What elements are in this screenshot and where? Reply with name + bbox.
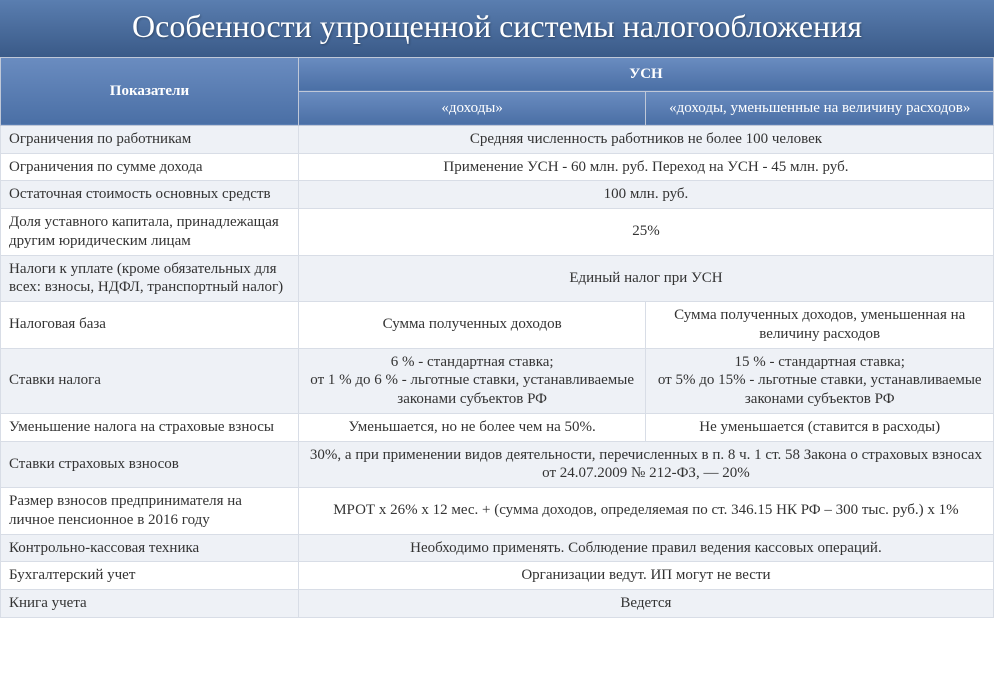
row-label: Размер взносов предпринимателя на личное… [1, 488, 299, 535]
row-value-income-minus: Не уменьшается (ставится в расходы) [646, 413, 994, 441]
row-label: Налоговая база [1, 302, 299, 349]
row-label: Бухгалтерский учет [1, 562, 299, 590]
row-value-income: Сумма полученных доходов [298, 302, 646, 349]
header-income-minus: «доходы, уменьшенные на величину расходо… [646, 91, 994, 125]
row-label: Ограничения по работникам [1, 125, 299, 153]
row-value-merged: 30%, а при применении видов деятельности… [298, 441, 993, 488]
table-row: Книга учетаВедется [1, 590, 994, 618]
row-value-merged: Средняя численность работников не более … [298, 125, 993, 153]
row-value-income-minus: Сумма полученных доходов, уменьшенная на… [646, 302, 994, 349]
row-value-income-minus: 15 % - стандартная ставка; от 5% до 15% … [646, 348, 994, 413]
row-label: Контрольно-кассовая техника [1, 534, 299, 562]
table-row: Размер взносов предпринимателя на личное… [1, 488, 994, 535]
table-row: Бухгалтерский учетОрганизации ведут. ИП … [1, 562, 994, 590]
row-label: Книга учета [1, 590, 299, 618]
table-row: Уменьшение налога на страховые взносыУме… [1, 413, 994, 441]
row-value-merged: Организации ведут. ИП могут не вести [298, 562, 993, 590]
slide: Особенности упрощенной системы налогообл… [0, 0, 994, 697]
row-value-income: 6 % - стандартная ставка; от 1 % до 6 % … [298, 348, 646, 413]
header-income: «доходы» [298, 91, 646, 125]
row-value-income: Уменьшается, но не более чем на 50%. [298, 413, 646, 441]
row-label: Уменьшение налога на страховые взносы [1, 413, 299, 441]
table-row: Ограничения по работникамСредняя численн… [1, 125, 994, 153]
row-label: Остаточная стоимость основных средств [1, 181, 299, 209]
row-value-merged: 25% [298, 209, 993, 256]
row-label: Ограничения по сумме дохода [1, 153, 299, 181]
table-row: Доля уставного капитала, принадлежащая д… [1, 209, 994, 256]
table-row: Ставки налога6 % - стандартная ставка; о… [1, 348, 994, 413]
table-row: Ограничения по сумме доходаПрименение УС… [1, 153, 994, 181]
row-label: Налоги к уплате (кроме обязательных для … [1, 255, 299, 302]
row-label: Ставки налога [1, 348, 299, 413]
table-row: Налоги к уплате (кроме обязательных для … [1, 255, 994, 302]
table-body: Ограничения по работникамСредняя численн… [1, 125, 994, 617]
table-row: Контрольно-кассовая техникаНеобходимо пр… [1, 534, 994, 562]
row-value-merged: Единый налог при УСН [298, 255, 993, 302]
table-row: Остаточная стоимость основных средств100… [1, 181, 994, 209]
comparison-table: Показатели УСН «доходы» «доходы, уменьше… [0, 57, 994, 618]
row-value-merged: Ведется [298, 590, 993, 618]
header-usn: УСН [298, 57, 993, 91]
row-label: Доля уставного капитала, принадлежащая д… [1, 209, 299, 256]
row-value-merged: Необходимо применять. Соблюдение правил … [298, 534, 993, 562]
slide-title: Особенности упрощенной системы налогообл… [0, 0, 994, 57]
header-indicators: Показатели [1, 57, 299, 125]
row-value-merged: МРОТ х 26% х 12 мес. + (сумма доходов, о… [298, 488, 993, 535]
row-label: Ставки страховых взносов [1, 441, 299, 488]
table-row: Налоговая базаСумма полученных доходовСу… [1, 302, 994, 349]
row-value-merged: 100 млн. руб. [298, 181, 993, 209]
table-row: Ставки страховых взносов30%, а при приме… [1, 441, 994, 488]
row-value-merged: Применение УСН - 60 млн. руб. Переход на… [298, 153, 993, 181]
